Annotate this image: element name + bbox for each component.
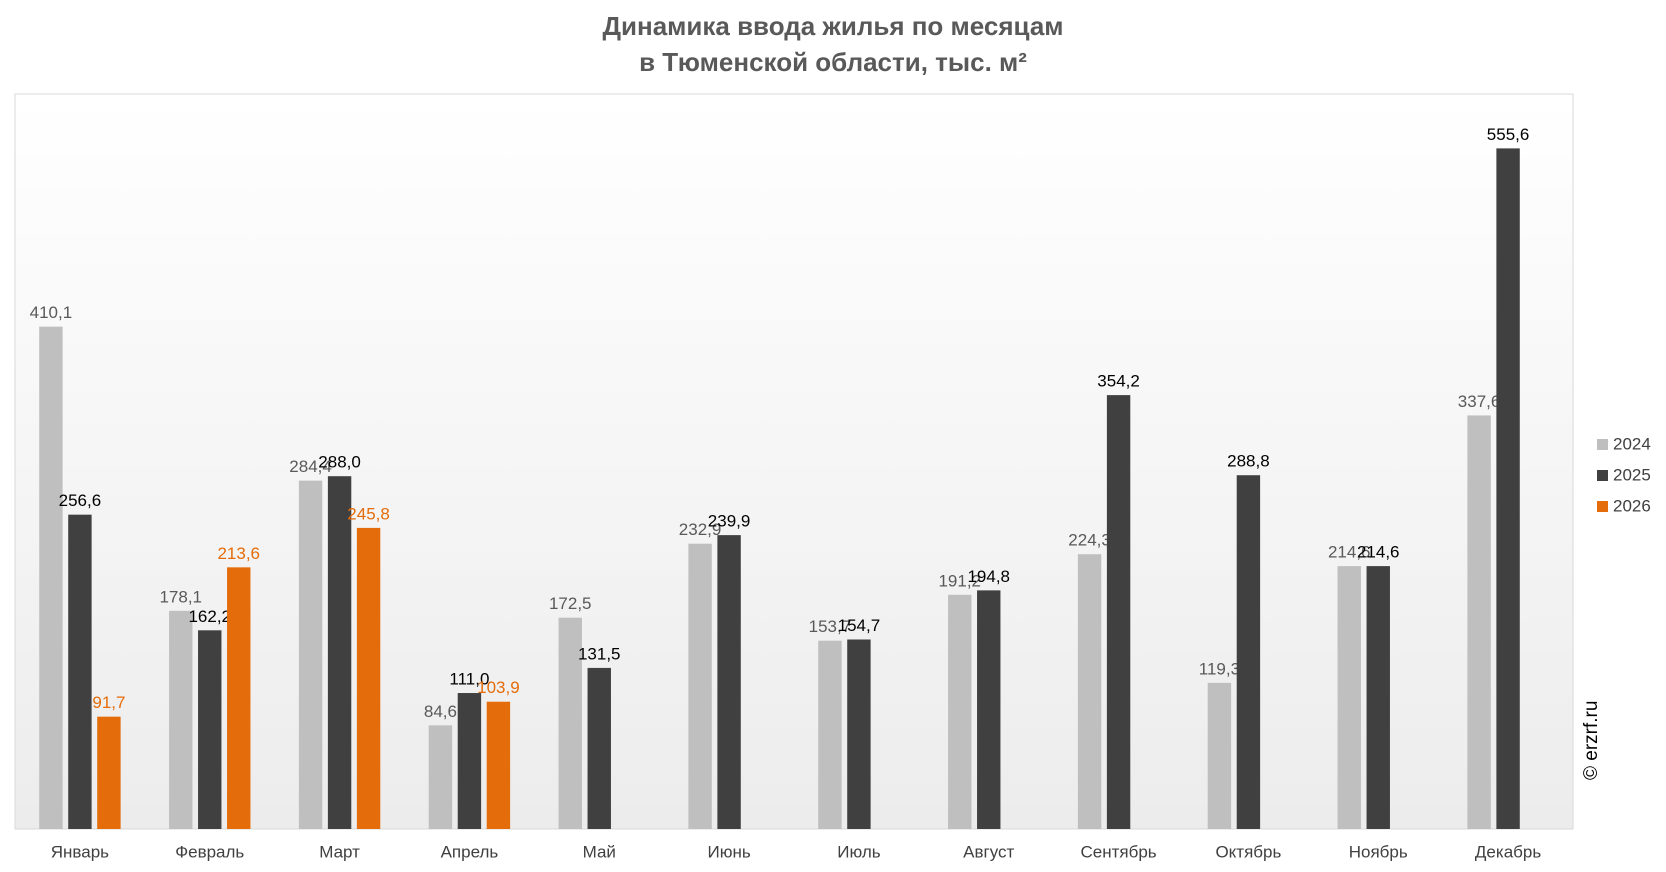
bar [1207, 682, 1232, 829]
value-label: 84,6 [424, 702, 457, 721]
bar [1467, 415, 1491, 829]
value-label: 131,5 [578, 644, 621, 663]
chart-title: в Тюменской области, тыс. м² [639, 47, 1027, 77]
plot-area [14, 93, 1574, 830]
value-label: 153,7 [809, 617, 852, 636]
value-label: 288,0 [318, 453, 361, 472]
value-label: 194,8 [967, 567, 1010, 586]
value-label: 288,8 [1227, 452, 1270, 471]
bar [68, 514, 92, 829]
value-label: 103,9 [477, 678, 520, 697]
x-tick-label: Ноябрь [1349, 842, 1408, 861]
x-tick-label: Март [319, 842, 360, 861]
bar [1236, 475, 1261, 829]
x-tick-label: Май [583, 842, 616, 861]
bar [948, 594, 972, 829]
value-label: 91,7 [92, 693, 125, 712]
x-tick-label: Июнь [707, 842, 750, 861]
bar [717, 535, 741, 829]
x-tick-label: Декабрь [1475, 842, 1541, 861]
value-label: 256,6 [59, 491, 102, 510]
bar [486, 701, 511, 829]
value-label: 354,2 [1097, 372, 1140, 391]
value-label: 214,6 [1357, 543, 1400, 562]
bar [327, 476, 352, 829]
bar [587, 667, 611, 829]
bar [847, 639, 871, 829]
value-label: 245,8 [347, 504, 390, 523]
legend-label: 2024 [1613, 434, 1651, 453]
legend-swatch [1597, 501, 1608, 512]
value-label: 213,6 [217, 544, 260, 563]
bar [1106, 395, 1131, 829]
bar [1077, 554, 1102, 829]
bar [428, 725, 453, 829]
bar [558, 617, 582, 829]
value-label: 284,4 [289, 457, 332, 476]
bar [457, 693, 482, 829]
legend-label: 2025 [1613, 465, 1651, 484]
watermark: © erzrf.ru [1581, 701, 1602, 780]
value-label: 172,5 [549, 594, 592, 613]
bar [356, 527, 381, 829]
bar [298, 480, 323, 829]
legend-swatch [1597, 439, 1608, 450]
bar [97, 716, 121, 829]
x-tick-label: Апрель [441, 842, 499, 861]
bar [818, 640, 842, 829]
x-tick-label: Сентябрь [1080, 842, 1156, 861]
legend-label: 2026 [1613, 496, 1651, 515]
bar [39, 326, 63, 829]
value-label: 239,9 [708, 512, 751, 531]
value-label: 178,1 [159, 587, 202, 606]
value-label: 337,6 [1458, 392, 1501, 411]
bar [977, 590, 1001, 829]
value-label: 224,3 [1068, 531, 1111, 550]
value-label: 162,2 [188, 607, 231, 626]
bar [688, 543, 712, 829]
value-label: 119,3 [1199, 659, 1240, 678]
value-label: 111,0 [449, 670, 489, 689]
x-tick-label: Январь [51, 842, 109, 861]
chart-title: Динамика ввода жилья по месяцам [602, 11, 1063, 41]
bar [198, 630, 222, 829]
x-tick-label: Октябрь [1215, 842, 1281, 861]
value-label: 191,2 [938, 571, 981, 590]
value-label: 154,7 [838, 616, 881, 635]
value-label: 410,1 [30, 303, 73, 322]
value-label: 232,9 [679, 520, 722, 539]
x-tick-label: Февраль [175, 842, 244, 861]
value-label: 214,6 [1328, 543, 1371, 562]
bar [1337, 566, 1361, 829]
legend-swatch [1597, 470, 1608, 481]
value-label: 555,6 [1487, 125, 1530, 144]
bar [169, 610, 193, 829]
bar [1366, 566, 1390, 829]
x-tick-label: Август [963, 842, 1014, 861]
bar [227, 567, 251, 829]
x-tick-label: Июль [837, 842, 881, 861]
bar [1496, 148, 1520, 829]
